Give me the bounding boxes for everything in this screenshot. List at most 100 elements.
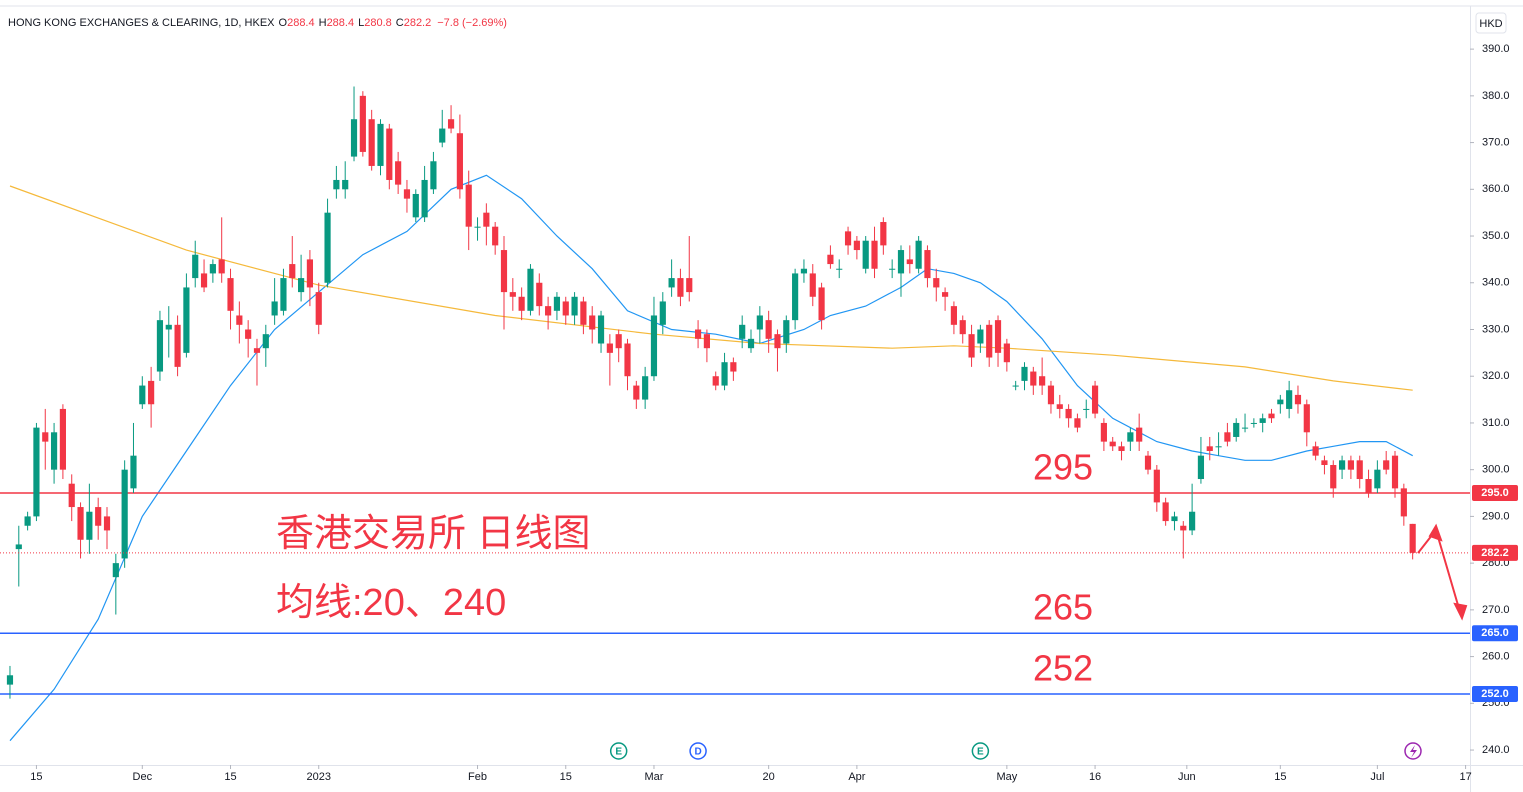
price-tag — [1472, 685, 1518, 702]
candle-body — [1268, 413, 1275, 419]
candle-body — [1321, 460, 1328, 466]
candle-body — [1074, 418, 1081, 428]
candle-body — [1047, 385, 1055, 405]
candle-body — [518, 296, 525, 311]
candle-body — [1277, 399, 1284, 405]
candle-body — [950, 306, 958, 325]
ohlc-value: 282.2 — [404, 17, 432, 29]
candle-body — [1083, 408, 1090, 410]
candle-body — [880, 222, 887, 246]
candle-body — [50, 432, 58, 470]
candle-body — [624, 343, 631, 377]
level-annotation: 265 — [1033, 587, 1093, 628]
candle-body — [245, 329, 252, 339]
candle-body — [677, 278, 684, 297]
ohlc-label: L — [358, 17, 364, 29]
event-label: E — [615, 747, 622, 758]
candle-body — [942, 292, 949, 297]
candle-body — [421, 179, 428, 218]
candle-body — [192, 254, 199, 279]
candle-body — [112, 563, 119, 578]
candle-body — [871, 240, 878, 269]
annotation: 香港交易所 日线图 — [276, 513, 591, 555]
candle-body — [227, 278, 234, 311]
candle-body — [659, 301, 666, 325]
candle-body — [271, 301, 278, 316]
candle-body — [359, 95, 366, 152]
candle-body — [1347, 460, 1354, 470]
candle-body — [95, 507, 102, 526]
x-tick-label: Apr — [848, 771, 865, 783]
candle-body — [615, 334, 622, 349]
candle-body — [236, 315, 243, 325]
y-tick-label: 390.0 — [1482, 43, 1510, 55]
candle-body — [86, 511, 93, 540]
candle-body — [1374, 469, 1381, 489]
candle-body — [1100, 422, 1107, 442]
candle-body — [1030, 371, 1037, 386]
y-tick-label: 240.0 — [1482, 744, 1510, 756]
candle-body — [121, 469, 128, 559]
candle-body — [165, 324, 172, 330]
price-tag-label: 265.0 — [1481, 627, 1509, 639]
y-tick-label: 270.0 — [1482, 604, 1510, 616]
candle-body — [633, 385, 640, 400]
currency: HKD — [1479, 18, 1502, 30]
candle-body — [174, 324, 181, 367]
candle-body — [1356, 460, 1363, 480]
price-tag-label: 295.0 — [1481, 487, 1509, 499]
ohlc-value: 288.4 — [327, 17, 355, 29]
candle-body — [33, 427, 40, 517]
candle-body — [765, 320, 772, 339]
candle-body — [1215, 446, 1222, 448]
x-tick-label: May — [996, 771, 1017, 783]
candle-body — [148, 380, 155, 405]
level-annotation: 295 — [1033, 447, 1093, 488]
candle-body — [712, 376, 719, 386]
x-tick-label: Mar — [644, 771, 663, 783]
candle-body — [509, 292, 516, 297]
candle-body — [156, 320, 164, 372]
y-tick-label: 350.0 — [1482, 230, 1510, 242]
candle-body — [77, 507, 84, 540]
candle-body — [527, 268, 534, 311]
x-tick-label: Jul — [1370, 771, 1384, 783]
candle-body — [915, 240, 922, 269]
candle-body — [68, 483, 75, 508]
y-tick-label: 380.0 — [1482, 90, 1510, 102]
candle-body — [739, 324, 746, 339]
candle-body — [342, 179, 349, 190]
candle-body — [1136, 427, 1143, 442]
candle-body — [1400, 488, 1407, 517]
candle-body — [800, 268, 808, 274]
candle-body — [315, 292, 322, 325]
candle-body — [553, 296, 561, 311]
arrow-head — [1428, 523, 1443, 542]
ohlc-label: H — [319, 17, 327, 29]
candle-body — [986, 324, 993, 358]
candle-body — [889, 268, 896, 270]
candle-body — [1330, 465, 1337, 489]
candle-body — [483, 212, 490, 227]
candle-body — [836, 268, 843, 270]
candle-body — [492, 226, 499, 246]
candle-body — [280, 278, 287, 311]
candle-body — [783, 320, 790, 344]
candle-body — [571, 296, 578, 316]
candle-body — [545, 306, 552, 316]
candle-body — [1039, 376, 1046, 386]
red-arrow — [1417, 523, 1468, 621]
moving-average — [9, 174, 1413, 742]
candle-body — [430, 161, 437, 190]
candle-body — [139, 385, 146, 405]
candle-body — [906, 259, 913, 265]
candle-body — [130, 455, 137, 489]
symbol-title: HONG KONG EXCHANGES & CLEARING, 1D, HKEX — [8, 17, 275, 29]
y-tick-label: 260.0 — [1482, 650, 1510, 662]
candle-body — [1391, 455, 1399, 489]
price-tag-label: 282.2 — [1481, 547, 1509, 559]
x-tick-label: 2023 — [306, 771, 330, 783]
candle-body — [862, 240, 869, 269]
candle-body — [1109, 441, 1116, 447]
y-tick-label: 340.0 — [1482, 277, 1510, 289]
